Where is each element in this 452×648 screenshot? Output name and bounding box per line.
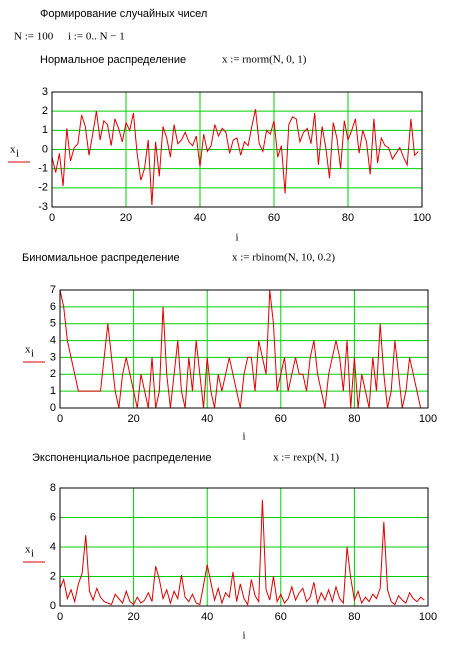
y-tick-label: -3 [38, 201, 48, 213]
y-tick-label: 6 [50, 511, 56, 523]
formula: x := rbinom(N, 10, 0.2) [232, 252, 335, 264]
x-tick-label: 0 [57, 413, 63, 425]
x-tick-label: 20 [127, 611, 139, 623]
y-tick-label: 2 [50, 570, 56, 582]
plot-frame [51, 91, 423, 208]
x-tick-label: 80 [342, 212, 354, 224]
x-tick-label: 80 [348, 413, 360, 425]
y-tick-label: 2 [50, 368, 56, 380]
y-tick-label: 4 [50, 541, 56, 553]
chart-title: Биномиальное распределение [22, 252, 180, 264]
y-tick-label: 8 [50, 482, 56, 494]
y-tick-label: 7 [50, 284, 56, 296]
x-axis-label: i [235, 232, 238, 244]
y-tick-label: -1 [38, 163, 48, 175]
y-tick-label: 0 [50, 402, 56, 414]
x-tick-label: 100 [419, 611, 437, 623]
x-tick-label: 0 [57, 611, 63, 623]
y-tick-label: 0 [42, 143, 48, 155]
y-axis-label-subscript: i [31, 348, 34, 360]
y-tick-label: 2 [42, 105, 48, 117]
definition: N := 100 [14, 31, 54, 43]
y-tick-label: 6 [50, 301, 56, 313]
plot-frame [59, 289, 429, 409]
x-tick-label: 40 [194, 212, 206, 224]
x-tick-label: 60 [275, 611, 287, 623]
header-title: Формирование случайных чисел [40, 8, 207, 20]
x-tick-label: 100 [419, 413, 437, 425]
x-tick-label: 20 [120, 212, 132, 224]
y-tick-label: 4 [50, 334, 56, 346]
y-axis-label: x [10, 144, 16, 156]
x-tick-label: 40 [201, 413, 213, 425]
formula: x := rnorm(N, 0, 1) [222, 54, 307, 66]
x-tick-label: 0 [49, 212, 55, 224]
x-tick-label: 60 [275, 413, 287, 425]
chart-title: Нормальное распределение [40, 54, 186, 66]
x-tick-label: 40 [201, 611, 213, 623]
y-axis-label-subscript: i [31, 548, 34, 560]
y-axis-label: x [25, 544, 31, 556]
y-tick-label: 5 [50, 318, 56, 330]
y-tick-label: 3 [42, 86, 48, 98]
y-tick-label: 1 [42, 124, 48, 136]
x-axis-label: i [242, 431, 245, 443]
x-tick-label: 20 [127, 413, 139, 425]
y-tick-label: -2 [38, 182, 48, 194]
y-tick-label: 1 [50, 385, 56, 397]
definition: i := 0.. N − 1 [68, 31, 125, 43]
formula: x := rexp(N, 1) [273, 452, 339, 464]
data-line [51, 109, 419, 206]
chart-title: Экспоненциальное распределение [32, 452, 212, 464]
data-line [59, 289, 425, 409]
x-tick-label: 60 [268, 212, 280, 224]
y-tick-label: 3 [50, 351, 56, 363]
x-tick-label: 80 [348, 611, 360, 623]
x-axis-label: i [242, 630, 245, 642]
y-tick-label: 0 [50, 600, 56, 612]
data-line [59, 499, 425, 606]
plot-frame [59, 487, 429, 607]
x-tick-label: 100 [413, 212, 431, 224]
y-axis-label-subscript: i [16, 148, 19, 160]
y-axis-label: x [25, 344, 31, 356]
